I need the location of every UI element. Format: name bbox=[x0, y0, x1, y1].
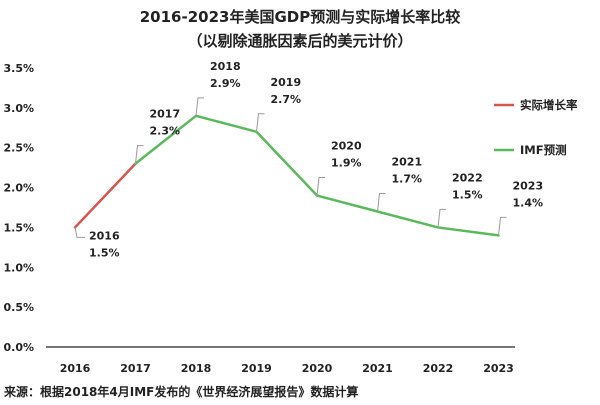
data-label-year: 2021 bbox=[392, 155, 423, 168]
data-label-leader bbox=[195, 97, 204, 116]
y-tick-label: 0.5% bbox=[3, 301, 34, 314]
legend: 实际增长率 IMF预测 bbox=[494, 98, 578, 157]
x-tick-label: 2022 bbox=[423, 362, 454, 375]
data-labels: 2016 1.5% 2017 2.3% 2018 2.9% 2019 2.7% 2020 1.9%… bbox=[74, 60, 544, 259]
y-tick-label: 0.0% bbox=[3, 341, 34, 354]
data-label-value: 1.9% bbox=[331, 157, 362, 170]
x-tick-label: 2016 bbox=[60, 362, 91, 375]
data-label-value: 1.4% bbox=[513, 196, 544, 209]
y-tick-label: 1.0% bbox=[3, 261, 34, 274]
x-tick-label: 2023 bbox=[483, 362, 514, 375]
legend-label-actual: 实际增长率 bbox=[520, 98, 578, 112]
series-line-forecast bbox=[134, 114, 500, 237]
chart-subtitle: （以剔除通胀因素后的美元计价） bbox=[187, 32, 412, 50]
data-label-year: 2022 bbox=[452, 171, 483, 184]
data-label-leader bbox=[256, 113, 265, 132]
data-label-year: 2023 bbox=[513, 179, 544, 192]
data-label-leader bbox=[316, 177, 325, 196]
data-label-leader bbox=[437, 208, 446, 228]
y-tick-label: 1.5% bbox=[3, 221, 34, 234]
x-tick-label: 2019 bbox=[241, 362, 272, 375]
data-label-leader bbox=[498, 216, 507, 236]
data-label-value: 1.5% bbox=[89, 246, 120, 259]
series-layer bbox=[73, 114, 500, 237]
data-label-year: 2020 bbox=[331, 140, 362, 153]
data-label-leader bbox=[74, 227, 85, 238]
data-label-year: 2019 bbox=[271, 76, 302, 89]
y-tick-label: 3.5% bbox=[3, 62, 34, 75]
data-label-value: 1.5% bbox=[452, 188, 483, 201]
data-label-value: 1.7% bbox=[392, 172, 423, 185]
source-note: 来源：根据2018年4月IMF发布的《世界经济展望报告》数据计算 bbox=[3, 384, 358, 399]
data-label-year: 2016 bbox=[89, 229, 120, 242]
series-line-actual bbox=[73, 162, 137, 229]
data-label-year: 2018 bbox=[210, 60, 241, 73]
y-tick-label: 2.5% bbox=[3, 142, 34, 155]
legend-label-forecast: IMF预测 bbox=[520, 143, 567, 157]
data-label-value: 2.9% bbox=[210, 77, 241, 90]
data-label-leader bbox=[135, 145, 144, 164]
y-tick-label: 3.0% bbox=[3, 102, 34, 115]
data-label-value: 2.3% bbox=[150, 125, 181, 138]
x-tick-label: 2017 bbox=[120, 362, 151, 375]
data-label-year: 2017 bbox=[150, 108, 181, 121]
chart-title: 2016-2023年美国GDP预测与实际增长率比较 bbox=[140, 8, 460, 26]
x-tick-label: 2021 bbox=[362, 362, 393, 375]
data-label-leader bbox=[377, 192, 386, 212]
x-tick-label: 2020 bbox=[302, 362, 333, 375]
y-axis: 0.0% 0.5% 1.0% 1.5% 2.0% 2.5% 3.0% 3.5% bbox=[3, 62, 34, 354]
y-tick-label: 2.0% bbox=[3, 182, 34, 195]
data-label-value: 2.7% bbox=[271, 93, 302, 106]
x-tick-label: 2018 bbox=[181, 362, 212, 375]
x-axis: 2016 2017 2018 2019 2020 2021 2022 2023 bbox=[60, 362, 514, 375]
